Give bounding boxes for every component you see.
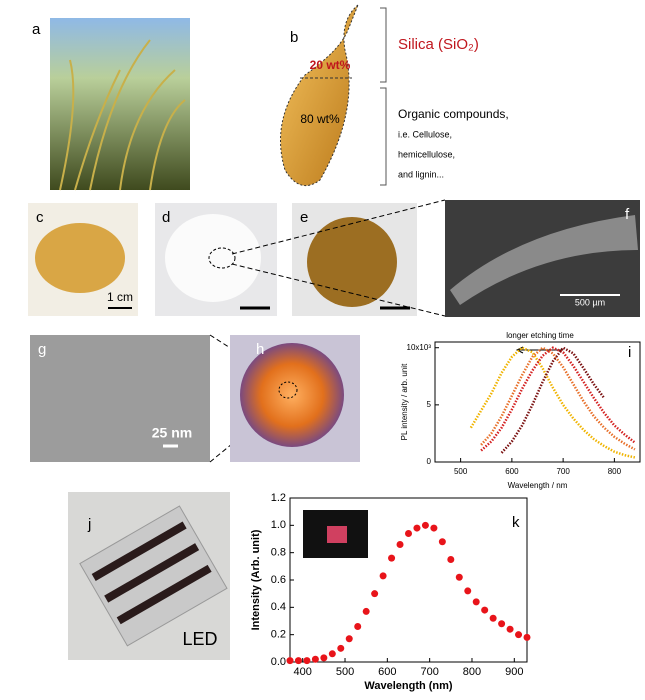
y-tick-label: 0.8 — [271, 547, 286, 559]
husk — [280, 4, 359, 187]
y-tick-label: 0 — [427, 457, 432, 466]
x-tick-label: 600 — [378, 666, 396, 678]
series-line — [469, 346, 636, 459]
zoom-line — [231, 199, 446, 317]
x-tick-label: 600 — [505, 467, 519, 476]
data-point — [498, 620, 506, 628]
organic-label: i.e. Cellulose, — [398, 129, 452, 139]
led-glass — [79, 505, 228, 647]
data-point — [405, 530, 412, 538]
panel-label: d — [162, 209, 170, 226]
panel-label: f — [625, 206, 630, 223]
data-point — [472, 598, 480, 606]
data-point — [447, 556, 455, 563]
data-point — [430, 524, 438, 532]
data-point — [388, 554, 396, 562]
scale-label: 1 cm — [107, 290, 133, 304]
x-tick-label: 400 — [294, 666, 312, 678]
panel-label: g — [38, 341, 46, 358]
organic-label: hemicellulose, — [398, 149, 455, 159]
annotation: longer etching time — [506, 331, 574, 340]
panel-label: e — [300, 209, 308, 226]
x-axis-label: Wavelength (nm) — [364, 680, 453, 692]
series-line — [500, 346, 606, 454]
y-tick-label: 1.0 — [271, 519, 286, 531]
data-point — [523, 633, 531, 641]
zoom-circle — [208, 247, 236, 269]
bracket — [380, 7, 387, 186]
data-point — [354, 622, 362, 630]
series-line — [480, 346, 636, 452]
x-tick-label: 900 — [505, 666, 523, 678]
data-point — [464, 587, 472, 595]
rice-stalks — [59, 39, 186, 191]
x-tick-label: 700 — [420, 666, 438, 678]
x-tick-label: 800 — [608, 467, 622, 476]
silica-fraction: 20 wt% — [310, 58, 351, 72]
panel-label: a — [32, 21, 41, 38]
glowing-vial — [240, 343, 344, 447]
panel-label: b — [290, 29, 298, 46]
data-point — [379, 572, 387, 580]
data-point — [286, 657, 294, 665]
y-axis-label: PL intensity / arb. unit — [400, 363, 409, 440]
led-label: LED — [182, 629, 217, 649]
data-point — [320, 654, 328, 662]
x-tick-label: 500 — [336, 666, 354, 678]
data-point — [489, 614, 497, 622]
data-point — [421, 521, 429, 529]
silica-label: Silica (SiO₂) — [398, 36, 479, 53]
y-tick-label: 5 — [427, 400, 432, 409]
panel-label: j — [87, 516, 91, 533]
y-tick-label: 10x10³ — [407, 343, 432, 352]
data-point — [396, 540, 404, 548]
silicon-pile — [307, 217, 397, 307]
data-point — [371, 590, 379, 598]
husk-pile — [35, 223, 125, 293]
y-tick-label: 0.6 — [271, 574, 286, 586]
data-point — [413, 524, 421, 532]
panel-label: k — [512, 514, 520, 531]
zoom-circle — [278, 381, 298, 399]
organic-label: and lignin... — [398, 169, 444, 179]
data-point — [438, 538, 446, 546]
data-point — [328, 650, 336, 658]
data-point — [455, 573, 463, 581]
photo-rice — [50, 18, 190, 190]
data-point — [362, 607, 370, 615]
plot-frame — [434, 341, 641, 463]
data-point — [506, 625, 514, 633]
organic-label: Organic compounds, — [398, 107, 509, 121]
x-axis-label: Wavelength / nm — [508, 481, 568, 490]
y-tick-label: 1.2 — [271, 492, 286, 504]
data-point — [311, 655, 319, 663]
y-tick-label: 0.2 — [271, 629, 286, 641]
data-point — [515, 631, 523, 639]
panel-label: c — [36, 209, 44, 226]
panel-label: h — [256, 341, 264, 358]
x-tick-label: 500 — [454, 467, 468, 476]
scale-label: 500 µm — [575, 297, 605, 307]
silica-pile — [165, 214, 261, 302]
scale-label: 25 nm — [152, 425, 192, 441]
data-point — [345, 635, 353, 643]
organic-fraction: 80 wt% — [300, 112, 340, 126]
series-line — [480, 346, 636, 451]
tem-image — [30, 335, 210, 462]
sem-structure — [450, 215, 638, 305]
panel-label: i — [628, 344, 631, 361]
x-tick-label: 700 — [556, 467, 570, 476]
data-point — [481, 606, 489, 614]
data-point — [337, 644, 345, 652]
y-tick-label: 0.4 — [271, 601, 286, 613]
y-axis-label: Intensity (Arb. unit) — [250, 529, 262, 630]
data-point — [294, 657, 302, 665]
x-tick-label: 800 — [463, 666, 481, 678]
inset-glow — [327, 526, 347, 543]
data-point — [303, 657, 311, 665]
y-tick-label: 0.0 — [271, 656, 286, 668]
